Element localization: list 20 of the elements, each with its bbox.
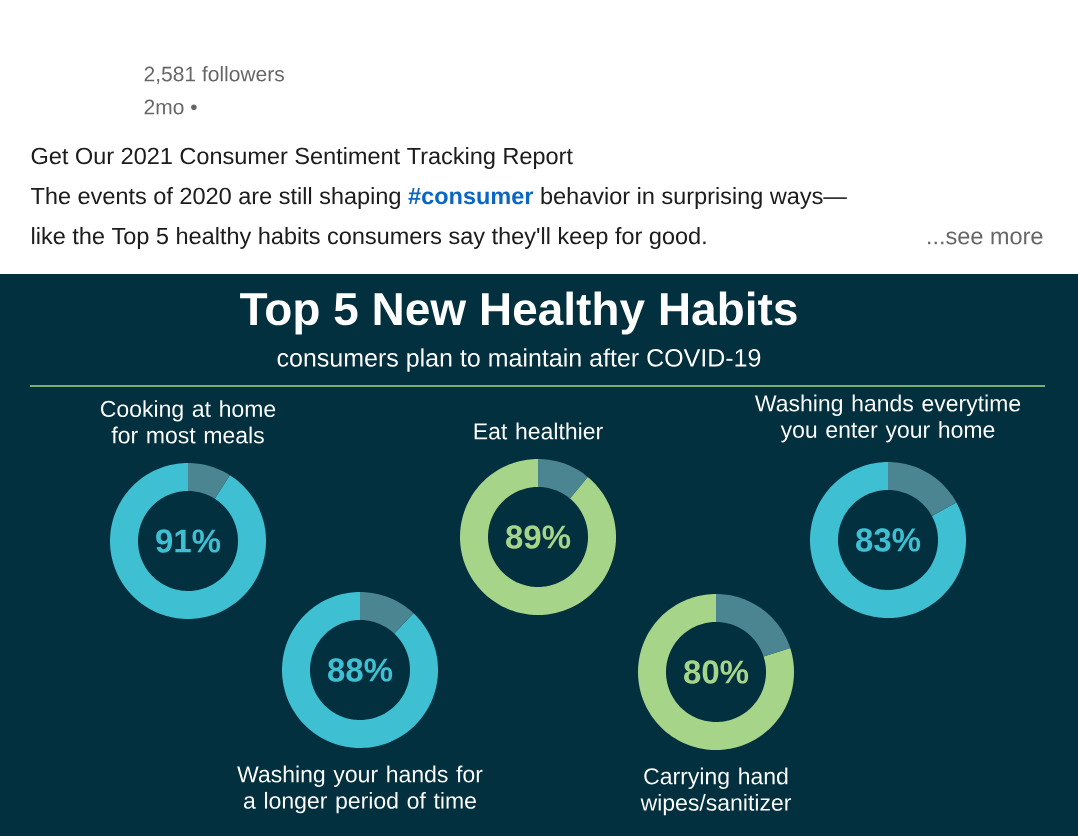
text: Top 5 New Healthy Habits bbox=[240, 291, 797, 335]
text: #consumer bbox=[408, 188, 534, 205]
text: 2,581 followers bbox=[144, 66, 284, 84]
text: Washing your hands for a longer period of time bbox=[237, 765, 483, 814]
text: Carrying hand wipes/sanitizer bbox=[640, 767, 792, 816]
text: behavior in surprising ways— bbox=[541, 187, 847, 209]
text: 2mo • bbox=[144, 99, 197, 115]
chart-title: Cooking at home for most meals bbox=[100, 400, 276, 444]
chart-title: Eat healthier bbox=[474, 422, 603, 440]
text: The events of 2020 are still shaping bbox=[31, 187, 400, 209]
data-label: 80% bbox=[684, 660, 749, 684]
data-label: 88% bbox=[328, 658, 393, 682]
data-label: 91% bbox=[156, 529, 221, 553]
chart-title: Washing hands everytime you enter your home bbox=[754, 394, 1021, 443]
data-label: 83% bbox=[856, 528, 921, 552]
data-label: 89% bbox=[506, 525, 571, 549]
text: Get Our 2021 Consumer Sentiment Tracking Report bbox=[31, 147, 573, 169]
text: like the Top 5 healthy habits consumers say they'll keep for good. bbox=[32, 227, 706, 249]
text: consumers plan to maintain after COVID-19 bbox=[277, 348, 761, 372]
text: ...see more bbox=[928, 231, 1043, 245]
